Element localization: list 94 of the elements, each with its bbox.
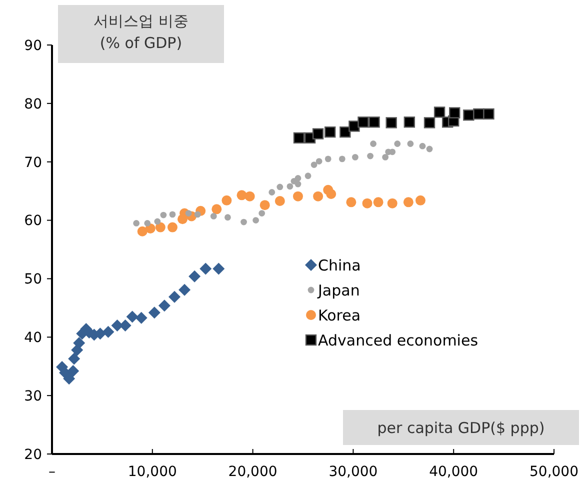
point	[169, 211, 176, 218]
point	[276, 184, 284, 190]
point	[200, 262, 212, 275]
point	[137, 226, 148, 236]
point	[73, 336, 86, 349]
y-tick-label: 30	[24, 388, 42, 404]
x-axis-title: per capita GDP($ ppp)	[377, 419, 545, 437]
point	[310, 162, 318, 168]
x-tick-label: 50,000	[530, 464, 578, 480]
point	[338, 156, 346, 162]
y-tick-label: 20	[24, 446, 42, 463]
point	[268, 189, 276, 196]
point	[407, 140, 414, 147]
point	[158, 300, 170, 312]
point	[144, 220, 151, 226]
point	[415, 195, 426, 206]
point	[362, 198, 372, 208]
point	[102, 326, 114, 338]
point	[126, 310, 138, 323]
point	[67, 365, 80, 378]
point	[373, 197, 384, 208]
y-tick-label: 70	[24, 154, 42, 171]
point	[294, 180, 302, 188]
point	[293, 132, 305, 144]
point	[463, 110, 474, 121]
x-tick-label: –	[48, 464, 56, 480]
point	[368, 116, 380, 128]
point	[194, 211, 201, 218]
point	[403, 197, 414, 208]
point	[252, 217, 260, 224]
point	[313, 191, 324, 202]
point	[135, 312, 148, 324]
point	[168, 290, 180, 303]
point	[358, 116, 369, 128]
point	[340, 126, 351, 138]
point	[324, 126, 336, 138]
point	[348, 120, 360, 132]
point	[294, 175, 302, 182]
point	[352, 154, 358, 160]
point	[240, 218, 247, 226]
y-tick-label: 40	[24, 330, 42, 346]
y-tick-label: 80	[24, 96, 42, 112]
x-tick-label: 40,000	[429, 464, 478, 480]
legend-label: Japan	[317, 281, 360, 300]
x-tick-label: 20,000	[228, 464, 278, 480]
point	[367, 152, 374, 160]
x-tick-label: 10,000	[128, 464, 177, 480]
y-tick-label: 90	[24, 38, 42, 54]
legend-label: China	[318, 256, 361, 274]
point	[155, 222, 166, 232]
point	[188, 270, 201, 282]
point	[274, 196, 285, 206]
point	[222, 195, 232, 206]
point	[212, 262, 225, 275]
point	[316, 158, 322, 164]
point	[394, 140, 401, 147]
legend-label: Advanced economies	[318, 331, 478, 350]
point	[326, 188, 336, 199]
point	[167, 222, 178, 232]
point	[346, 197, 356, 208]
point	[386, 117, 397, 128]
point	[133, 220, 140, 226]
point	[370, 140, 376, 147]
point	[404, 116, 416, 128]
point	[148, 306, 160, 319]
x-tick-label: 30,000	[328, 464, 378, 480]
y-tick-label: 50	[24, 272, 42, 288]
point	[160, 212, 167, 218]
point	[419, 142, 426, 150]
point	[304, 172, 312, 180]
point	[382, 154, 389, 160]
point	[434, 106, 446, 118]
point	[63, 372, 76, 385]
point	[68, 352, 80, 365]
point	[224, 214, 231, 221]
point	[424, 117, 436, 128]
point	[292, 191, 303, 202]
point	[260, 200, 270, 210]
point	[212, 204, 222, 214]
y-axis-title: 서비스업 비중 (% of GDP)	[94, 12, 188, 52]
point	[387, 198, 398, 208]
point	[324, 156, 332, 162]
y-tick-label: 60	[24, 213, 42, 230]
point	[244, 191, 255, 202]
point	[178, 284, 191, 296]
point	[258, 210, 266, 216]
point	[286, 183, 294, 190]
point	[426, 146, 433, 152]
legend-label: Korea	[318, 306, 361, 324]
point	[312, 128, 324, 140]
point	[154, 218, 161, 225]
point	[449, 107, 460, 118]
point	[210, 212, 217, 220]
point	[483, 108, 494, 120]
